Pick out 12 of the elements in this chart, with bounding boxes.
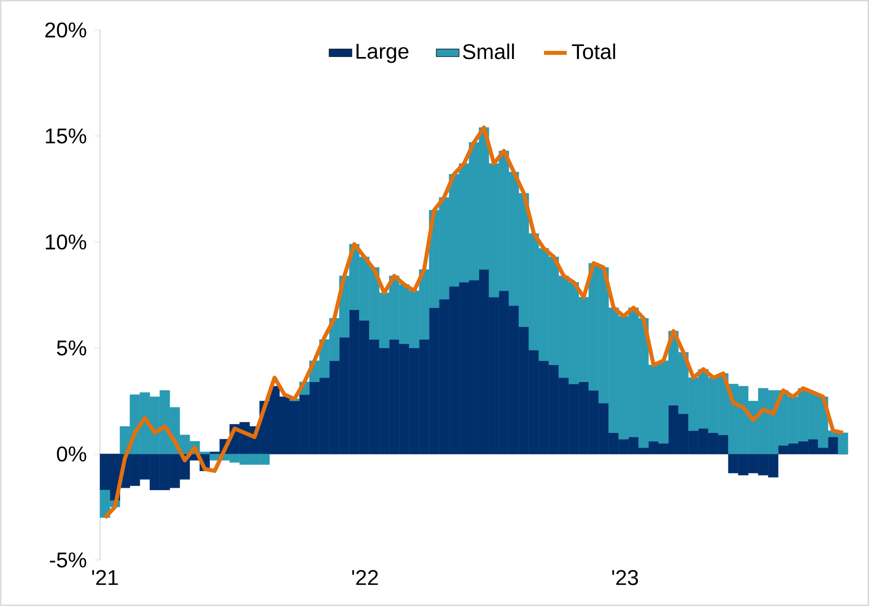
legend-label: Small	[462, 44, 514, 60]
y-tick-label: 5%	[56, 340, 86, 356]
y-tick-label: -5%	[50, 552, 86, 568]
x-tick-label: '21	[92, 570, 118, 585]
y-tick-label: 10%	[46, 234, 86, 250]
x-tick-label: '22	[352, 570, 378, 585]
legend-label: Large	[356, 44, 408, 64]
legend-label: Total	[572, 44, 616, 60]
x-tick-label: '23	[612, 570, 638, 586]
y-tick-label: 20%	[45, 22, 86, 38]
y-tick-label: 15%	[46, 128, 86, 144]
y-tick-label: 0%	[56, 446, 86, 462]
